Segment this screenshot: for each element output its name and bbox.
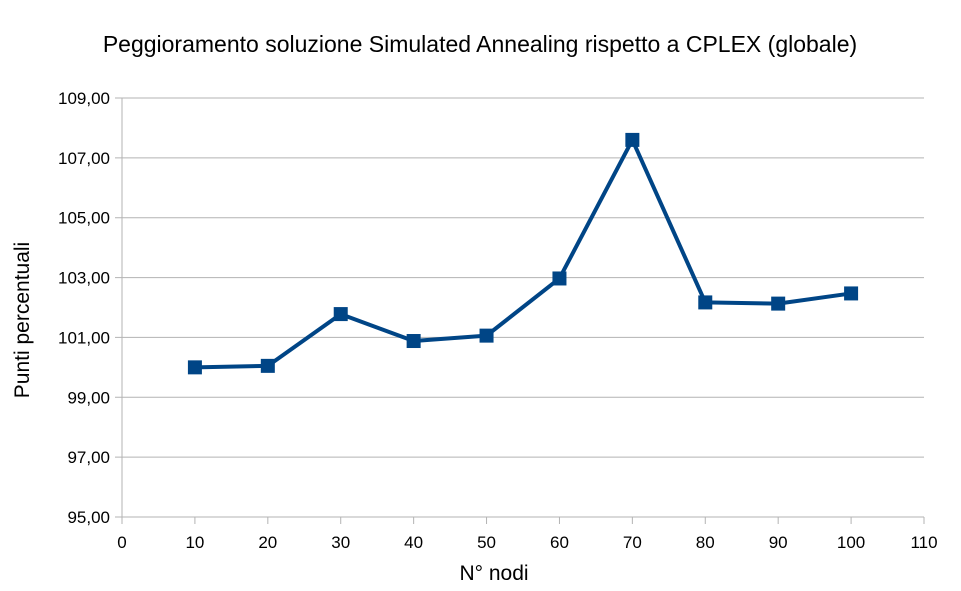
x-tick-label: 60 [550,533,569,552]
data-point-marker [844,286,859,301]
data-point-marker [552,271,567,286]
x-tick-label: 0 [117,533,126,552]
data-point-marker [333,307,348,322]
y-tick-label: 109,00 [58,89,110,108]
x-tick-label: 40 [404,533,423,552]
data-point-marker [771,296,786,311]
data-point-marker [625,132,640,147]
data-point-marker [406,334,421,349]
x-tick-label: 100 [837,533,865,552]
y-tick-label: 95,00 [67,508,110,527]
series-line [194,137,852,370]
x-tick-label: 30 [331,533,350,552]
y-tick-label: 107,00 [58,149,110,168]
axes [121,98,925,524]
chart-title: Peggioramento soluzione Simulated Anneal… [103,31,857,57]
data-point-marker [698,295,713,310]
y-axis-title: Punti percentuali [11,242,34,398]
y-tick-label: 97,00 [67,448,110,467]
y-tick-label: 103,00 [58,269,110,288]
x-tick-label: 50 [477,533,496,552]
x-tick-label: 70 [623,533,642,552]
series [187,132,859,375]
x-tick-label: 80 [696,533,715,552]
gridlines [115,97,924,518]
x-tick-labels: 0 10 20 30 40 50 60 70 80 90 100 110 [117,533,937,552]
y-tick-label: 101,00 [58,328,110,347]
data-point-marker [187,360,202,375]
x-tick-label: 110 [910,533,937,552]
y-tick-labels: 95,00 97,00 99,00 101,00 103,00 105,00 107,00 1… [58,89,110,527]
data-point-marker [479,328,494,343]
data-point-marker [260,358,275,373]
y-tick-label: 105,00 [58,209,110,228]
x-tick-label: 20 [258,533,277,552]
x-tick-label: 90 [769,533,788,552]
y-tick-label: 99,00 [67,388,110,407]
x-tick-label: 10 [185,533,204,552]
x-axis-title: N° nodi [459,562,528,585]
